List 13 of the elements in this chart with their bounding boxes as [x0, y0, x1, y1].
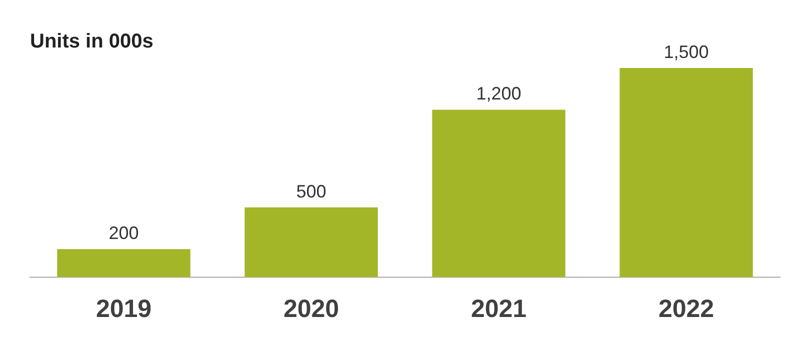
data-label: 200 — [108, 223, 139, 244]
bar — [244, 207, 378, 277]
data-label: 1,500 — [664, 42, 709, 62]
x-tick-label: 2022 — [658, 294, 714, 323]
bar — [57, 249, 190, 277]
bar — [620, 68, 753, 277]
data-label: 500 — [296, 181, 326, 202]
x-tick-label: 2019 — [96, 294, 152, 323]
data-label: 1,200 — [476, 84, 522, 104]
bar — [432, 110, 566, 277]
x-tick-label: 2021 — [470, 294, 527, 323]
x-tick-label: 2020 — [283, 294, 340, 323]
chart-title: Units in 000s — [30, 30, 154, 53]
